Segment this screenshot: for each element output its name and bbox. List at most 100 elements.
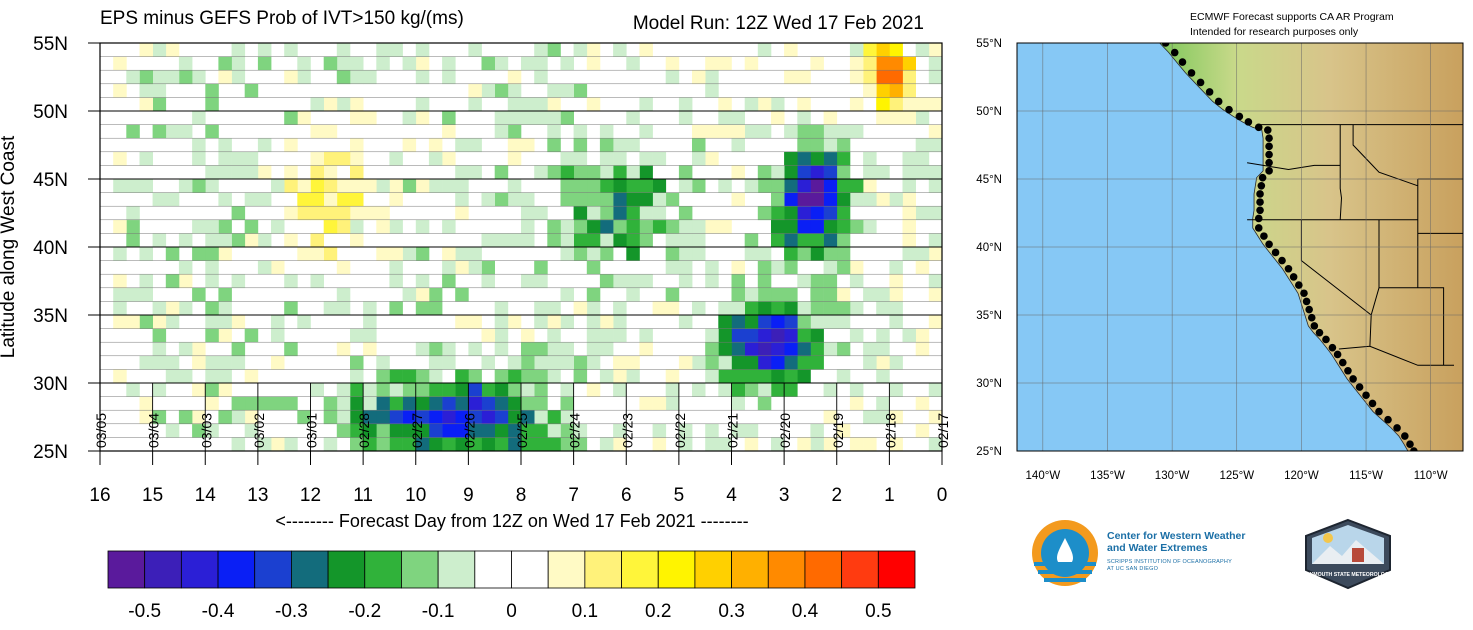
heatmap-cell [573,355,588,370]
heatmap-cell [231,151,246,166]
heatmap-cell [599,342,614,357]
heatmap-cell [902,192,916,207]
colorbar-swatch [291,550,329,589]
heatmap-cell [494,124,509,139]
heatmap-cell [336,260,351,275]
heatmap-cell [192,355,206,370]
heatmap-cell [771,328,785,343]
heatmap-cell [665,233,680,248]
heatmap-cell [836,206,851,221]
heatmap-cell [573,124,588,139]
coast-point [1254,214,1263,223]
heatmap-cell [797,328,811,343]
heatmap-cell [665,260,680,275]
heatmap-cell [402,287,417,302]
heatmap-cell [876,111,890,125]
heatmap-cell [757,301,772,316]
heatmap-cell [784,301,798,316]
heatmap-cell [336,56,351,71]
heatmap-cell [652,179,667,193]
heatmap-cell [126,315,140,329]
coast-point [1289,273,1298,281]
heatmap-cell [586,43,601,57]
heatmap-cell [547,124,561,139]
date-label: 02/24 [567,413,583,448]
heatmap-cell [218,233,232,248]
heatmap-cell [468,383,482,397]
heatmap-cell [336,423,351,438]
heatmap-cell [231,70,246,85]
heatmap-cell [678,111,693,125]
heatmap-cell [639,219,653,234]
heatmap-cell [521,56,535,71]
heatmap-cell [376,423,390,438]
heatmap-cell [902,111,916,125]
heatmap-cell [810,206,824,221]
map-header-line-1: ECMWF Forecast supports CA AR Program [1190,11,1394,23]
heatmap-cell [705,328,719,343]
heatmap-cell [257,396,272,411]
heatmap-cell [363,70,377,85]
heatmap-cell [521,396,535,411]
heatmap-cell [521,328,535,343]
heatmap-cell [849,219,864,234]
heatmap-cell [415,410,430,425]
heatmap-cell [481,383,495,397]
heatmap-cell [849,396,864,411]
heatmap-cell [652,437,667,452]
heatmap-cell [705,70,719,85]
heatmap-cell [797,274,811,289]
date-label: 03/05 [93,413,109,448]
heatmap-cell [507,437,522,452]
heatmap-cell [521,138,535,153]
heatmap-cell [757,383,772,397]
heatmap-cell [218,151,232,166]
heatmap-cell [771,260,785,275]
heatmap-cell [455,410,469,425]
y-tick-label: 40N [33,238,68,259]
coast-point [1315,328,1324,337]
heatmap-cell [784,355,798,370]
heatmap-cell [784,179,798,193]
heatmap-cell [376,396,390,411]
heatmap-cell [547,111,561,125]
heatmap-cell [823,151,838,166]
heatmap-cell [849,301,864,316]
heatmap-cell [836,179,851,193]
heatmap-cell [718,56,732,71]
heatmap-cell [428,355,443,370]
heatmap-cell [797,151,811,166]
heatmap-cell [823,301,838,316]
heatmap-cell [797,138,811,153]
heatmap-cell [705,355,719,370]
heatmap-cell [350,192,364,207]
heatmap-cell [863,179,877,193]
heatmap-cell [126,219,140,234]
heatmap-cell [718,97,732,112]
heatmap-cell [823,315,838,329]
heatmap-cell [218,219,232,234]
colorbar-tick-label: 0.2 [645,601,671,622]
heatmap-cell [665,396,680,411]
heatmap-cell [836,233,851,248]
heatmap-cell [139,287,153,302]
heatmap-cell [718,301,732,316]
heatmap-cell [902,83,916,98]
heatmap-cell [284,301,298,316]
x-tick-label: 0 [937,485,948,506]
map-lat-label: 35°N [976,310,1002,322]
heatmap-cell [823,233,838,248]
heatmap-cell [718,342,732,357]
coast-point [1295,281,1303,289]
heatmap-cell [731,423,745,438]
heatmap-cell [560,192,574,207]
heatmap-cell [810,315,824,329]
heatmap-cell [718,179,732,193]
heatmap-cell [626,247,640,261]
heatmap-cell [586,301,601,316]
heatmap-cell [692,179,706,193]
heatmap-cell [139,43,153,57]
heatmap-cell [823,165,838,180]
heatmap-cell [521,192,535,207]
heatmap-cell [678,355,693,370]
